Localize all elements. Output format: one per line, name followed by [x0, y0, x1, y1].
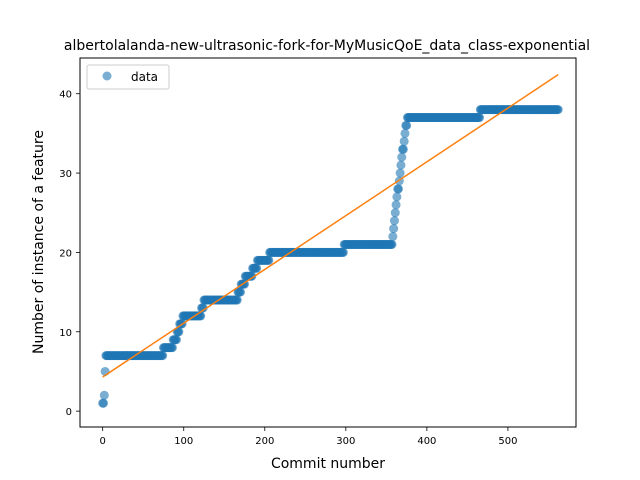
- y-axis-label: Number of instance of a feature: [31, 130, 47, 354]
- data-point: [398, 144, 408, 154]
- data-point: [99, 390, 109, 400]
- data-point: [158, 351, 168, 361]
- data-point: [391, 200, 401, 210]
- data-point: [402, 120, 412, 130]
- data-point: [392, 192, 402, 202]
- legend-box: [86, 64, 170, 90]
- data-point: [99, 398, 108, 408]
- data-point: [232, 295, 242, 305]
- data-point: [252, 263, 262, 273]
- data-point: [395, 168, 405, 178]
- x-axis-label: Commit number: [271, 456, 385, 472]
- legend-label: data: [131, 70, 158, 84]
- legend-marker: [102, 71, 112, 81]
- fit-line: [102, 74, 559, 378]
- data-point: [235, 287, 245, 297]
- x-tick-label: 400: [417, 436, 436, 447]
- data-marks: [98, 105, 563, 408]
- x-tick-label: 300: [336, 436, 355, 447]
- x-tick-label: 500: [498, 436, 517, 447]
- y-tick-label: 20: [59, 248, 72, 259]
- x-tick-label: 200: [255, 436, 274, 447]
- legend: data: [86, 64, 170, 90]
- data-point: [247, 271, 257, 281]
- data-point: [264, 255, 274, 265]
- x-axis-ticks: 0 100 200 300 400 500: [100, 427, 517, 447]
- y-tick-label: 40: [59, 90, 72, 101]
- data-point: [390, 208, 400, 218]
- y-axis-ticks: 0 10 20 30 40: [59, 90, 80, 418]
- data-point: [399, 136, 409, 146]
- data-point: [389, 224, 399, 234]
- y-tick-label: 30: [59, 169, 72, 180]
- data-point: [338, 247, 348, 257]
- y-tick-label: 10: [59, 328, 72, 339]
- data-point: [394, 184, 404, 194]
- data-point: [400, 128, 410, 138]
- data-point: [167, 343, 177, 353]
- data-point: [171, 335, 181, 345]
- data-point: [396, 160, 406, 170]
- data-point: [553, 105, 563, 115]
- data-point: [389, 216, 399, 226]
- x-tick-label: 0: [100, 436, 106, 447]
- data-point: [388, 232, 398, 242]
- data-point: [397, 152, 407, 162]
- data-point: [475, 113, 485, 123]
- y-tick-label: 0: [66, 407, 72, 418]
- chart-title: albertolalanda-new-ultrasonic-fork-for-M…: [64, 38, 590, 54]
- plot-frame: [79, 57, 577, 428]
- data-point: [387, 239, 397, 249]
- data-point: [198, 303, 208, 313]
- x-tick-label: 100: [174, 436, 193, 447]
- fit-line-layer: [102, 74, 559, 378]
- data-point: [174, 327, 184, 337]
